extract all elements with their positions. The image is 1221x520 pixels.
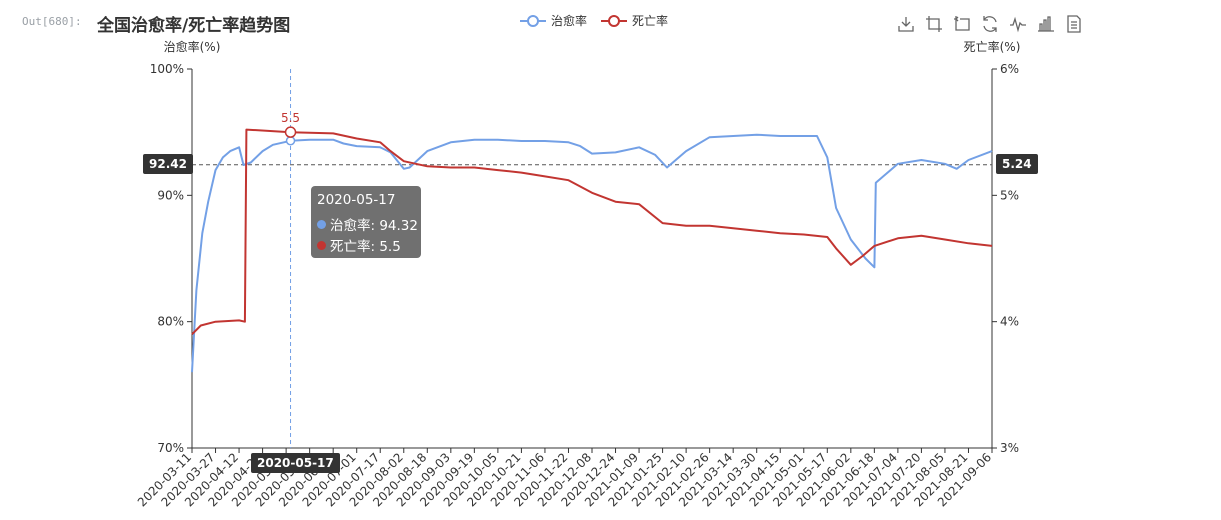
y-axis-left-name: 治愈率(%) <box>164 39 221 54</box>
legend-label-death-rate: 死亡率 <box>632 14 669 28</box>
y-left-tick-label: 70% <box>157 441 184 455</box>
chart-title: 全国治愈率/死亡率趋势图 <box>97 16 291 36</box>
tooltip-row-death: 死亡率: 5.5 <box>317 235 401 255</box>
legend-symbol-cure-rate <box>520 14 546 27</box>
zoom-reset-icon[interactable] <box>952 14 972 34</box>
left-axis-pointer-label: 92.42 <box>143 154 193 174</box>
restore-icon[interactable] <box>980 14 1000 34</box>
cell-output-prompt: Out[680]: <box>22 15 82 28</box>
series-line-death-rate <box>191 128 993 336</box>
data-view-icon[interactable] <box>1064 14 1084 34</box>
y-right-tick-label: 4% <box>1000 315 1019 329</box>
tooltip-date: 2020-05-17 <box>317 192 396 208</box>
y-right-tick-label: 3% <box>1000 441 1019 455</box>
death-rate-point-label: 5.5 <box>281 111 300 125</box>
legend-label-cure-rate: 治愈率 <box>551 14 588 28</box>
tooltip-row-cure: 治愈率: 94.32 <box>317 214 418 234</box>
series-line-cure-rate <box>191 133 993 373</box>
y-right-tick-label: 6% <box>1000 62 1019 76</box>
bar-chart-icon[interactable] <box>1036 14 1056 34</box>
y-left-tick-label: 100% <box>150 62 184 76</box>
right-axis-pointer-label: 5.24 <box>996 154 1038 174</box>
highlight-point-death-rate <box>284 126 297 138</box>
save-icon[interactable] <box>896 14 916 34</box>
y-left-tick-label: 90% <box>157 188 184 202</box>
x-axis-pointer-label: 2020-05-17 <box>251 453 340 473</box>
legend: 治愈率 死亡率 <box>520 12 668 29</box>
y-axis-right-name: 死亡率(%) <box>964 39 1021 54</box>
y-left-tick-label: 80% <box>157 315 184 329</box>
tooltip-dot-death <box>317 240 326 250</box>
tooltip: 2020-05-17 治愈率: 94.32 死亡率: 5.5 <box>311 186 421 258</box>
legend-item-cure-rate[interactable]: 治愈率 <box>520 12 587 29</box>
tooltip-text-death: 死亡率: 5.5 <box>330 239 401 255</box>
highlight-point-cure-rate <box>285 136 296 146</box>
tooltip-text-cure: 治愈率: 94.32 <box>330 218 418 234</box>
line-chart-icon[interactable] <box>1008 14 1028 34</box>
zoom-icon[interactable] <box>924 14 944 34</box>
legend-symbol-death-rate <box>601 14 628 27</box>
y-right-tick-label: 5% <box>1000 188 1019 202</box>
legend-item-death-rate[interactable]: 死亡率 <box>601 12 668 29</box>
toolbox <box>896 14 1084 34</box>
tooltip-dot-cure <box>317 219 326 229</box>
